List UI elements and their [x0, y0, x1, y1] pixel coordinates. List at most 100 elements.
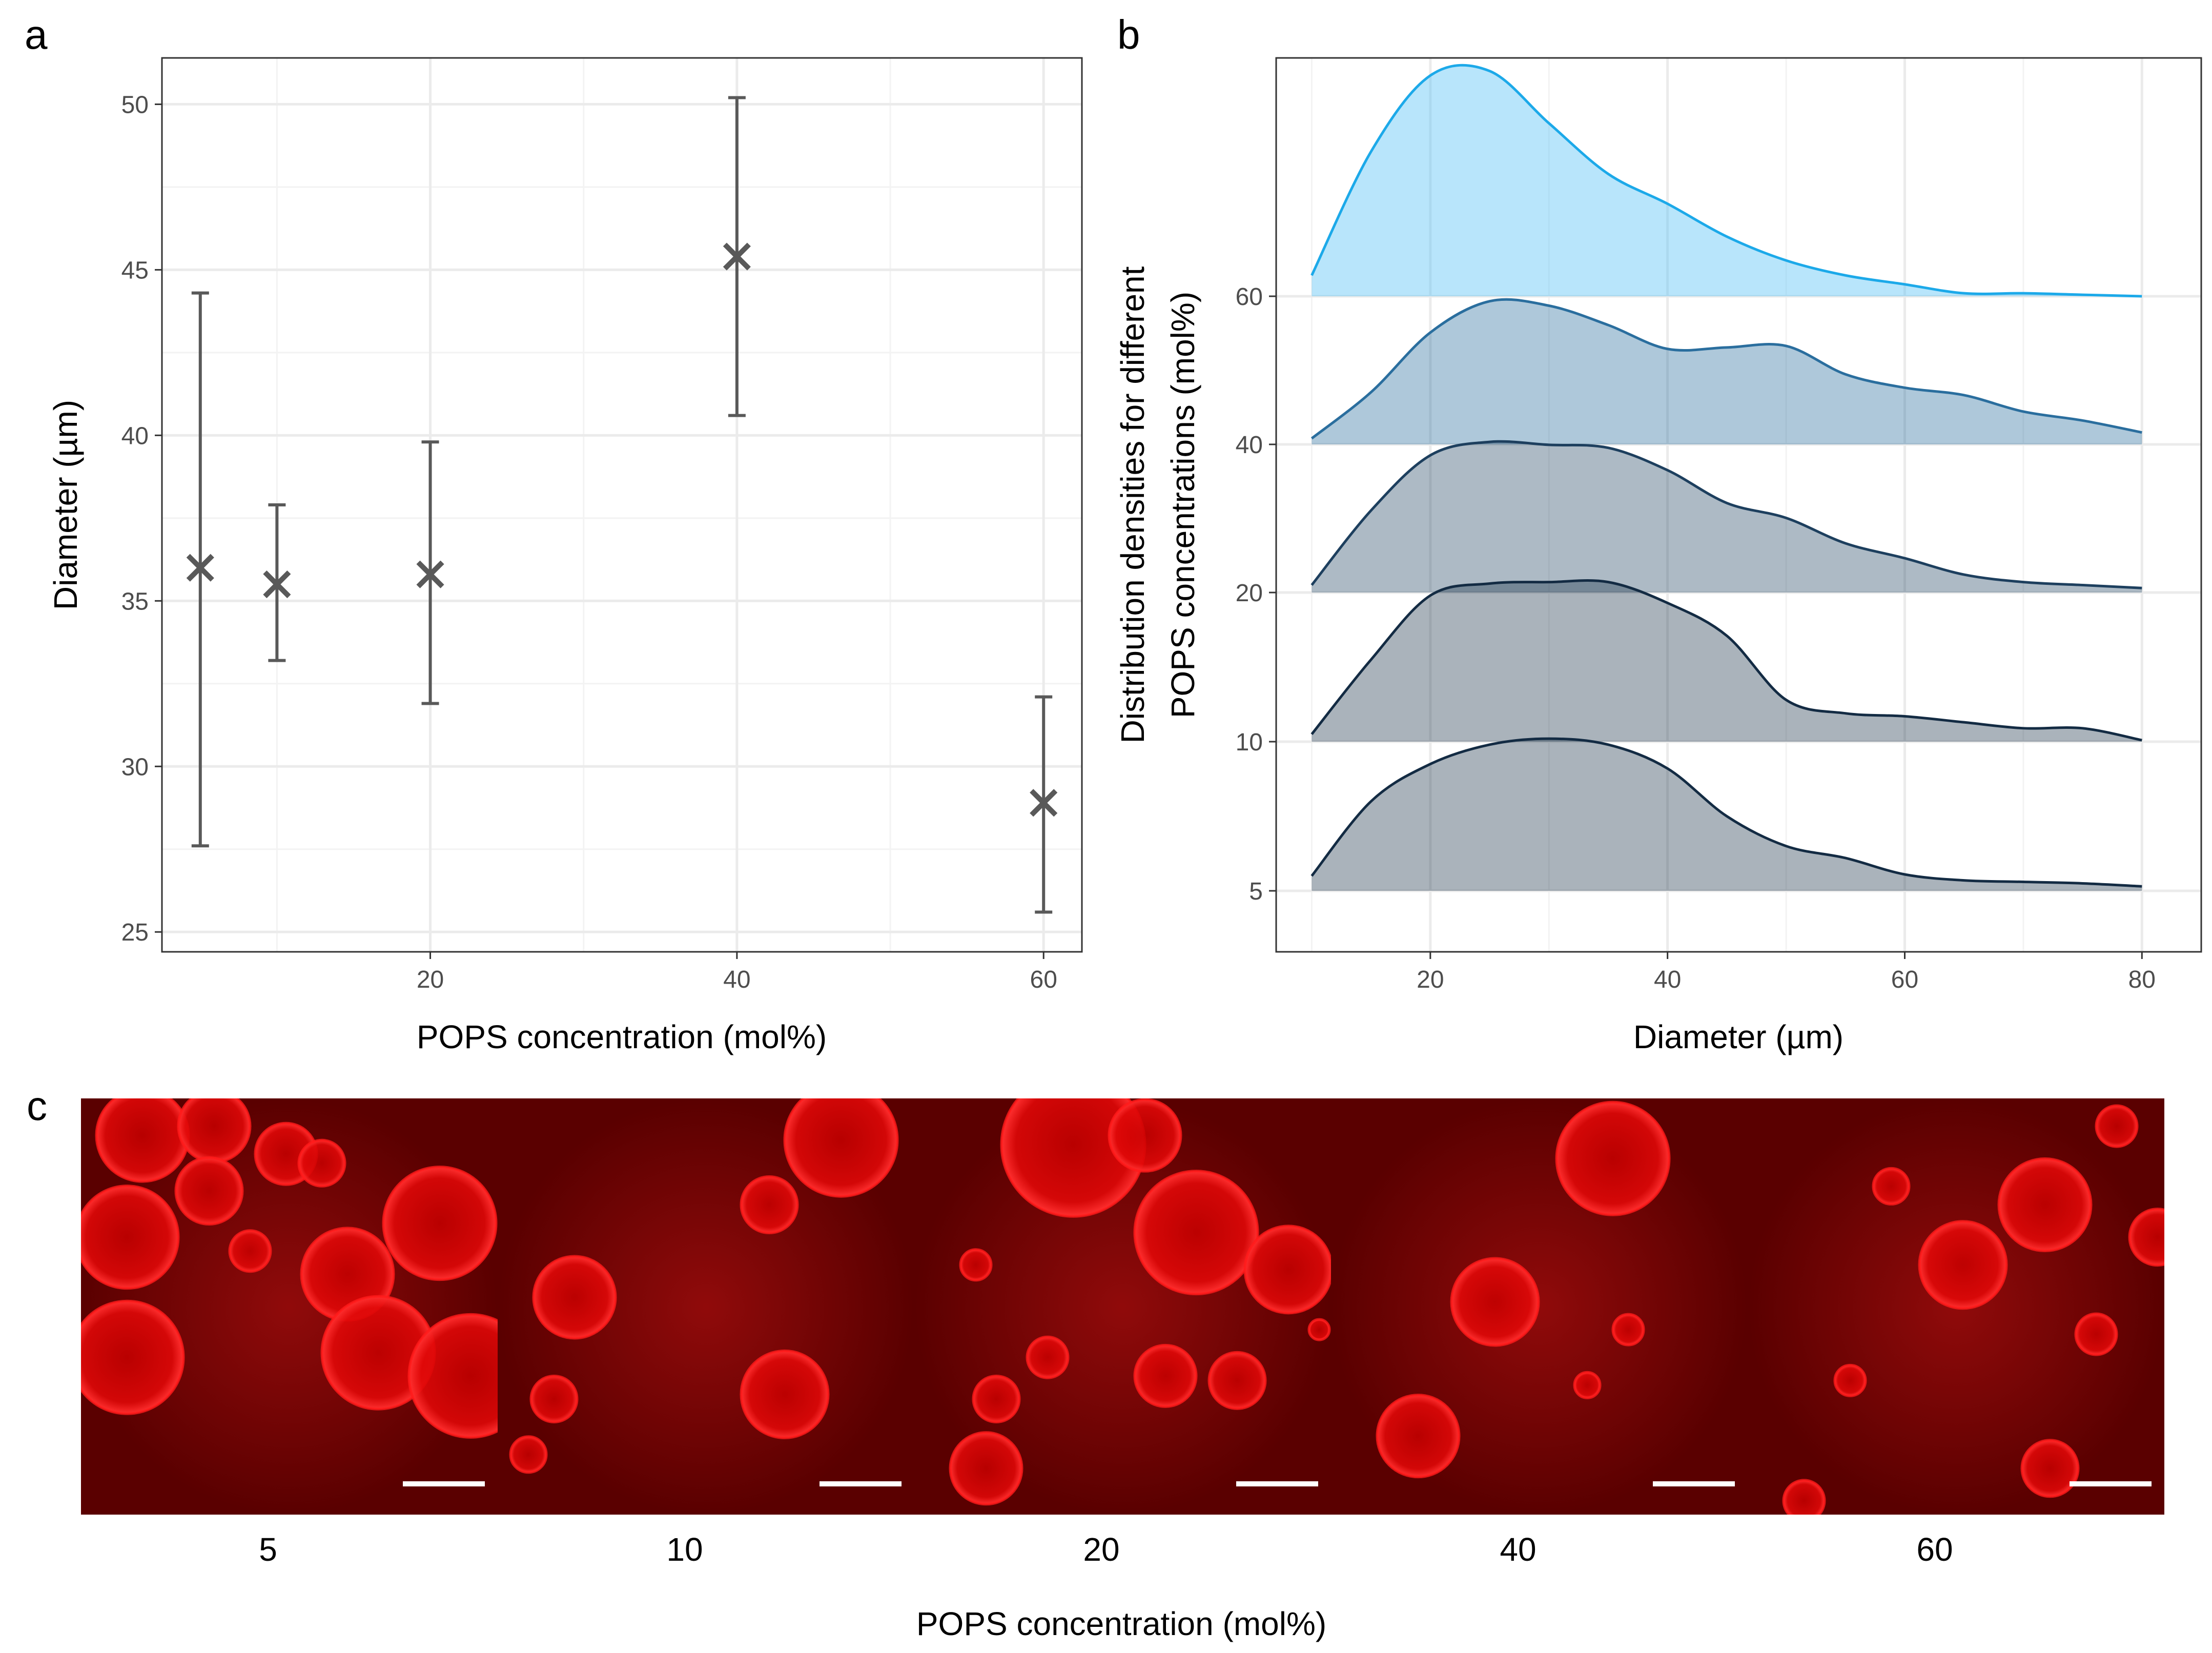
vesicle — [174, 1156, 244, 1226]
panel-b-ridge-fill — [1312, 65, 2142, 297]
panel-c-x-axis-title: POPS concentration (mol%) — [916, 1605, 1326, 1642]
micrograph-40 — [1331, 1098, 1748, 1515]
vesicle — [529, 1374, 579, 1423]
panel-c-label-20: 20 — [1083, 1531, 1119, 1568]
vesicle — [2074, 1312, 2118, 1356]
vesicle — [382, 1166, 498, 1281]
panel-a-point-marker — [416, 560, 444, 588]
vesicle — [783, 1098, 899, 1198]
panel-b-ridge-line — [1310, 64, 2142, 298]
panel-b-ridge-40 — [1310, 298, 2142, 444]
vesicle — [1997, 1157, 2093, 1253]
panel-a-y-tick-label: 30 — [121, 753, 149, 781]
vesicle — [532, 1255, 617, 1340]
panel-a-label: a — [25, 12, 48, 57]
panel-a-point-marker — [263, 570, 291, 599]
vesicle — [2128, 1208, 2164, 1267]
panel-b-frame — [1275, 57, 2202, 953]
vesicle — [1108, 1098, 1182, 1173]
vesicle — [1872, 1167, 1911, 1206]
panel-a-y-axis-title: Diameter (µm) — [47, 400, 84, 610]
vesicle — [407, 1313, 498, 1439]
panel-b-ridge-60 — [1310, 64, 2142, 298]
vesicle — [1611, 1313, 1645, 1346]
panel-a-x-tick-label: 40 — [723, 966, 750, 993]
panel-a-x-tick-label: 60 — [1030, 966, 1057, 993]
micrograph-60 — [1748, 1098, 2164, 1515]
panel-b-ridge-fill — [1312, 580, 2142, 742]
panel-b-ridge-line — [1310, 737, 2142, 888]
vesicle — [959, 1248, 993, 1282]
panel-b-ridge-5 — [1310, 737, 2142, 891]
panel-b-label: b — [1117, 12, 1140, 57]
vesicle — [1918, 1220, 2008, 1310]
vesicle — [2020, 1439, 2080, 1498]
panel-a-y-tick-label: 35 — [121, 588, 149, 615]
panel-a-marker-stroke — [723, 242, 751, 271]
panel-a-chart: 25 30 35 40 45 50 20 40 60 POPS concentration (m… — [47, 57, 1083, 1055]
panel-b-y-axis-title-line1: Distribution densities for different — [1114, 266, 1151, 743]
panel-c-label-5: 5 — [259, 1531, 277, 1568]
vesicle — [81, 1299, 185, 1415]
panel-a-point-marker — [186, 554, 214, 582]
panel-b-ridge-fill — [1312, 739, 2142, 891]
panel-b-ridge-fill — [1312, 299, 2142, 444]
micrograph-20 — [914, 1098, 1331, 1515]
vesicle — [740, 1175, 799, 1235]
panel-a-frame — [161, 57, 1083, 953]
panel-a-y-tick-label: 50 — [121, 91, 149, 118]
panel-b-y-tick-label: 40 — [1236, 432, 1263, 459]
panel-a-x-axis-title: POPS concentration (mol%) — [417, 1018, 827, 1055]
panel-a-marker-stroke — [263, 570, 291, 599]
vesicle — [949, 1431, 1023, 1506]
vesicle — [1782, 1479, 1826, 1515]
vesicle — [1450, 1257, 1540, 1347]
vesicle — [1026, 1335, 1070, 1379]
vesicle — [297, 1138, 346, 1188]
vesicle — [2095, 1104, 2139, 1148]
vesicle — [1307, 1318, 1331, 1341]
panel-c-label-40: 40 — [1500, 1531, 1536, 1568]
panel-b-y-axis-title-line2: POPS concentrations (mol%) — [1164, 292, 1201, 718]
vesicle — [972, 1374, 1021, 1423]
vesicle — [228, 1229, 272, 1273]
vesicle — [1207, 1351, 1267, 1410]
vesicle — [1833, 1363, 1867, 1397]
vesicle — [1133, 1343, 1198, 1408]
vesicle — [740, 1349, 830, 1439]
panel-b-x-tick-label: 80 — [2128, 966, 2156, 993]
vesicle — [177, 1098, 252, 1164]
panel-b-y-tick-label: 10 — [1236, 729, 1263, 756]
vesicle — [1555, 1100, 1671, 1216]
vesicle — [1133, 1170, 1259, 1296]
panel-a-y-tick-label: 45 — [121, 257, 149, 284]
panel-b-x-tick-label: 20 — [1417, 966, 1444, 993]
panel-c-label: c — [27, 1083, 47, 1129]
panel-a-marker-stroke — [416, 560, 444, 588]
vesicle — [95, 1098, 190, 1183]
panel-b-x-tick-label: 40 — [1654, 966, 1681, 993]
panel-c-label-10: 10 — [666, 1531, 703, 1568]
panel-b-chart: 20 40 60 80 5 10 20 40 60 Diameter (µm) Distribu… — [1114, 57, 2202, 1055]
panel-a-point-marker — [723, 242, 751, 271]
vesicle — [1376, 1394, 1461, 1479]
panel-b-ridge-line — [1310, 579, 2142, 742]
panel-b-x-tick-label: 60 — [1891, 966, 1918, 993]
vesicle — [81, 1185, 180, 1290]
vesicle — [509, 1435, 548, 1474]
panel-c-label-60: 60 — [1916, 1531, 1953, 1568]
panel-a-point-marker — [1030, 789, 1058, 817]
panel-b-y-tick-label: 5 — [1249, 878, 1263, 905]
panel-b-x-axis-title: Diameter (µm) — [1633, 1018, 1844, 1055]
panel-a-x-tick-label: 20 — [417, 966, 444, 993]
panel-b-ridge-fill — [1312, 441, 2142, 593]
panel-b-y-tick-label: 60 — [1236, 283, 1263, 311]
micrograph-5 — [81, 1098, 498, 1515]
panel-b-ridge-10 — [1310, 579, 2142, 742]
vesicle — [1243, 1225, 1331, 1315]
panel-b-ridge-line — [1310, 440, 2142, 589]
panel-b-ridge-line — [1310, 298, 2142, 440]
vesicle — [1573, 1371, 1602, 1399]
panel-a-marker-stroke — [1030, 789, 1058, 817]
